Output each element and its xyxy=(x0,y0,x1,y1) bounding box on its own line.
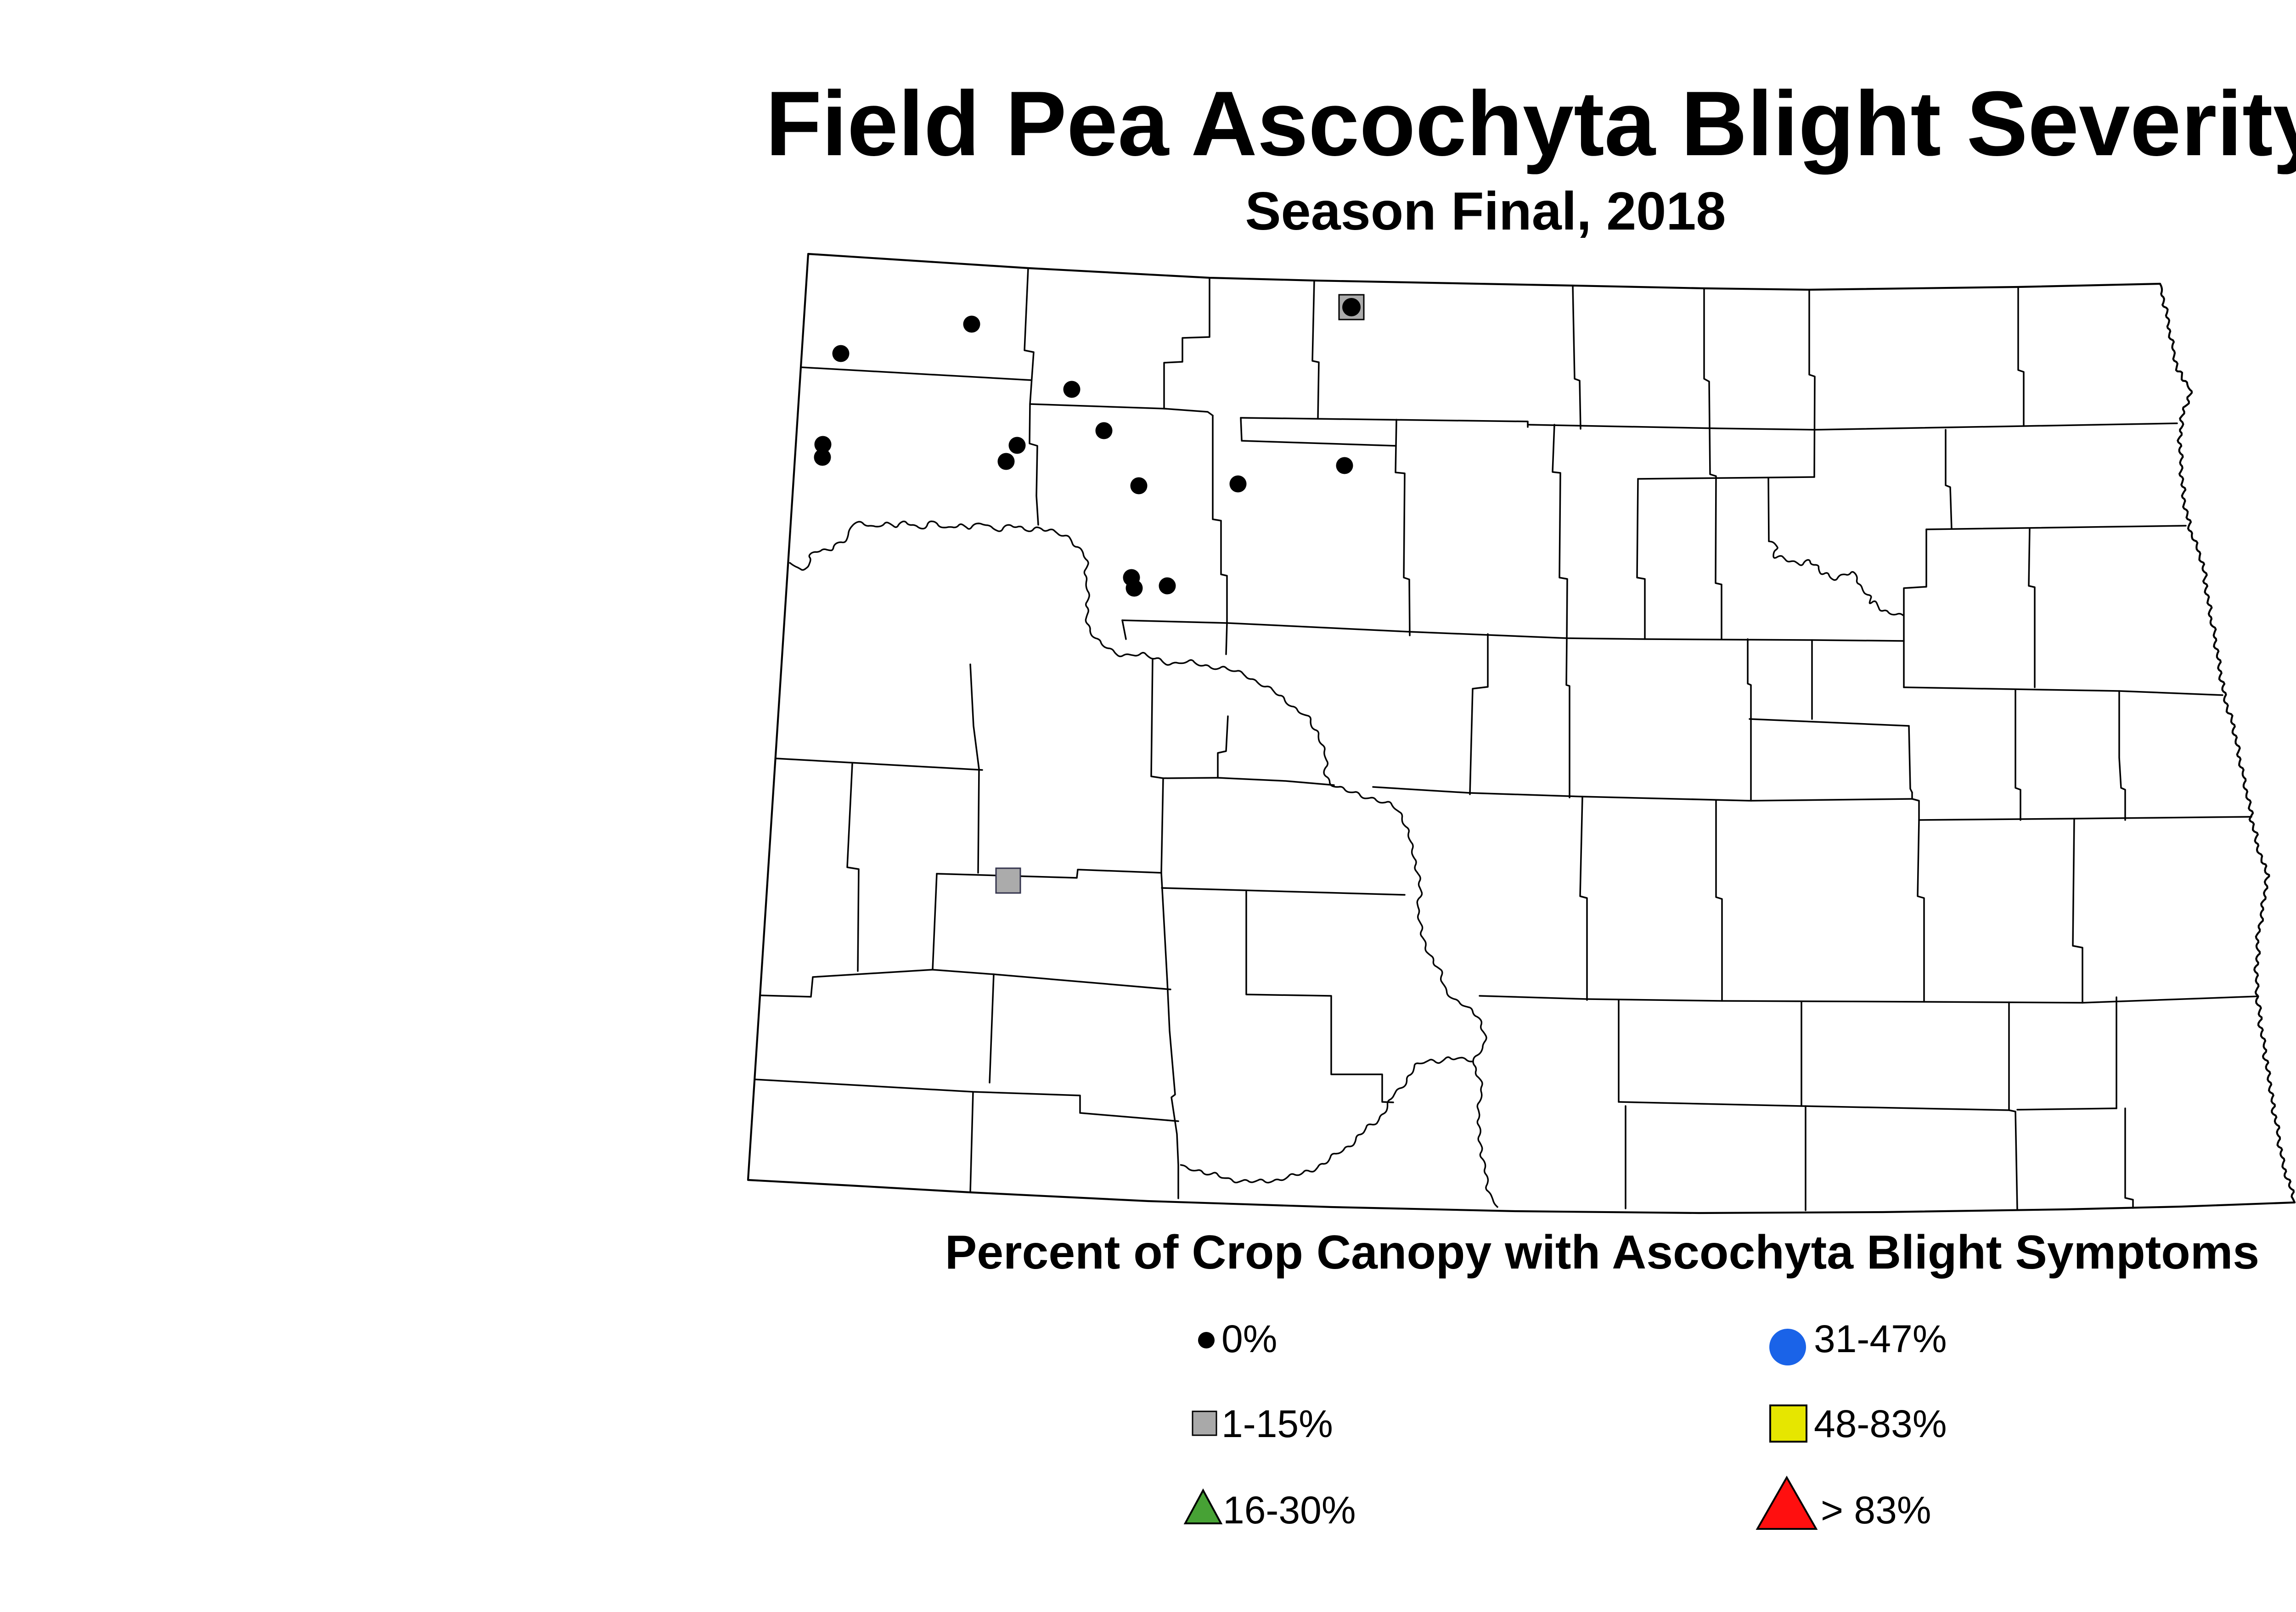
svg-text:1-15%: 1-15% xyxy=(1221,1402,1333,1445)
svg-text:48-83%: 48-83% xyxy=(1814,1402,1947,1445)
svg-text:Percent of Crop Canopy with As: Percent of Crop Canopy with Ascochyta Bl… xyxy=(945,1226,2259,1279)
svg-text:16-30%: 16-30% xyxy=(1223,1488,1356,1532)
svg-text:0%: 0% xyxy=(1221,1317,1277,1360)
svg-text:> 83%: > 83% xyxy=(1821,1488,1931,1532)
svg-text:Field Pea Ascochyta Blight Sev: Field Pea Ascochyta Blight Severity xyxy=(765,73,2296,175)
svg-text:Season Final, 2018: Season Final, 2018 xyxy=(1245,181,1726,241)
svg-text:31-47%: 31-47% xyxy=(1814,1317,1947,1360)
